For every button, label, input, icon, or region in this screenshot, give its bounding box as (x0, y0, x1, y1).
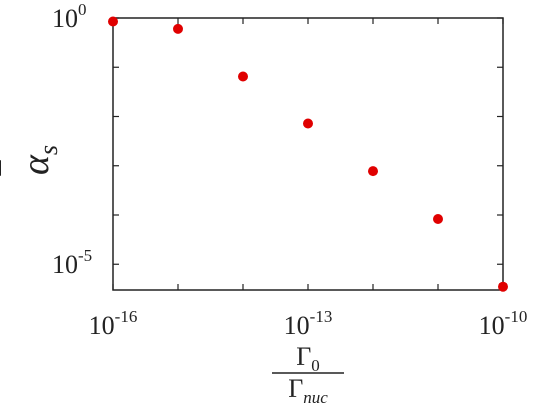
data-point (303, 118, 313, 129)
data-point (238, 71, 248, 82)
svg-text:Γnuc: Γnuc (288, 374, 328, 407)
y-label-base: α (15, 154, 57, 175)
y-tick-label: 100 (52, 0, 87, 33)
x-tick-label: 10-10 (479, 307, 528, 340)
x-minor-ticks (112, 18, 504, 290)
data-point (433, 214, 443, 224)
x-tick-label: 10-16 (89, 307, 138, 340)
x-label-num-sub: 0 (311, 356, 320, 375)
y-minor-ticks (113, 17, 503, 265)
data-point (498, 281, 508, 292)
y-axis-label: αs ¯ (0, 145, 63, 177)
x-label-den-sub: nuc (303, 388, 328, 407)
x-tick-label: 10-13 (284, 307, 333, 340)
x-label-den-base: Γ (288, 374, 303, 403)
data-points (108, 16, 508, 292)
x-label-num-base: Γ (296, 342, 311, 371)
svg-text:αs: αs (15, 145, 63, 175)
y-tick-labels: 100 10-5 (52, 0, 92, 279)
svg-text:Γ0: Γ0 (296, 342, 320, 375)
y-tick-label: 10-5 (52, 246, 92, 279)
x-tick-labels: 10-16 10-13 10-10 (89, 307, 528, 340)
x-axis-label: Γ0 Γnuc (272, 342, 344, 407)
y-label-accent: ¯ (0, 160, 29, 177)
data-point (108, 16, 118, 27)
data-point (368, 166, 378, 177)
plot-frame (112, 17, 504, 291)
data-point (173, 23, 183, 34)
y-label-sub: s (34, 145, 63, 155)
